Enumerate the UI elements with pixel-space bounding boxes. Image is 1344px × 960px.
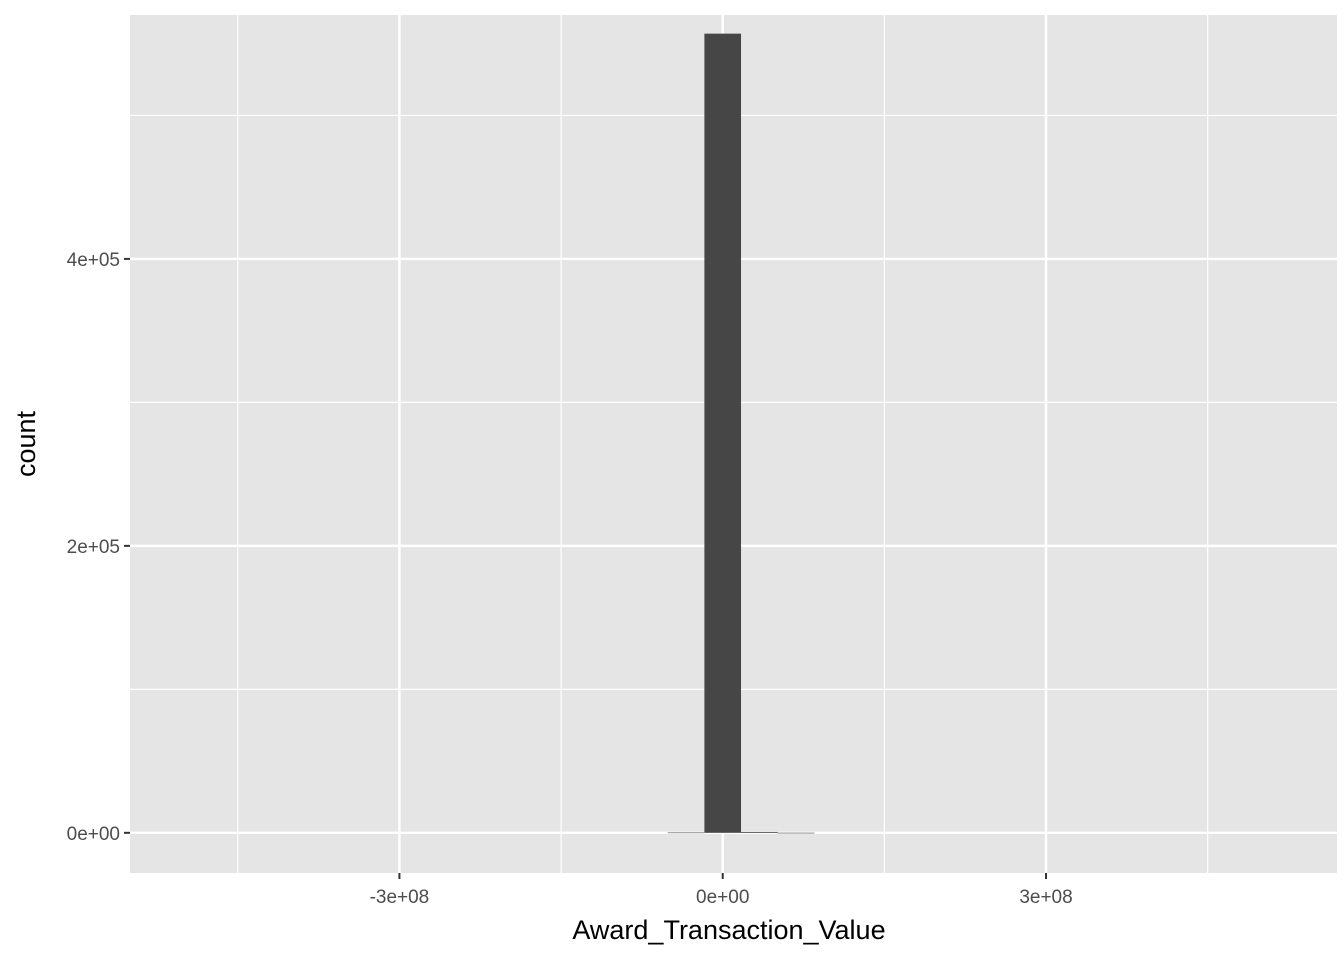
y-tick-label: 0e+00	[67, 824, 120, 845]
y-axis: 0e+00 2e+05 4e+05	[67, 250, 130, 845]
histogram-bar	[741, 831, 778, 833]
x-axis-title: Award_Transaction_Value	[572, 915, 885, 945]
x-tick-label: 3e+08	[1019, 887, 1072, 908]
y-axis-title: count	[11, 410, 41, 477]
x-axis: -3e+08 0e+00 3e+08	[370, 873, 1073, 908]
histogram-bar	[667, 832, 705, 834]
histogram-bar	[777, 832, 815, 834]
histogram-bar	[704, 33, 742, 833]
x-tick-label: -3e+08	[370, 887, 430, 908]
x-tick-label: 0e+00	[696, 887, 749, 908]
y-tick-label: 2e+05	[67, 537, 120, 558]
histogram-bars	[667, 33, 815, 834]
y-tick-label: 4e+05	[67, 250, 120, 271]
